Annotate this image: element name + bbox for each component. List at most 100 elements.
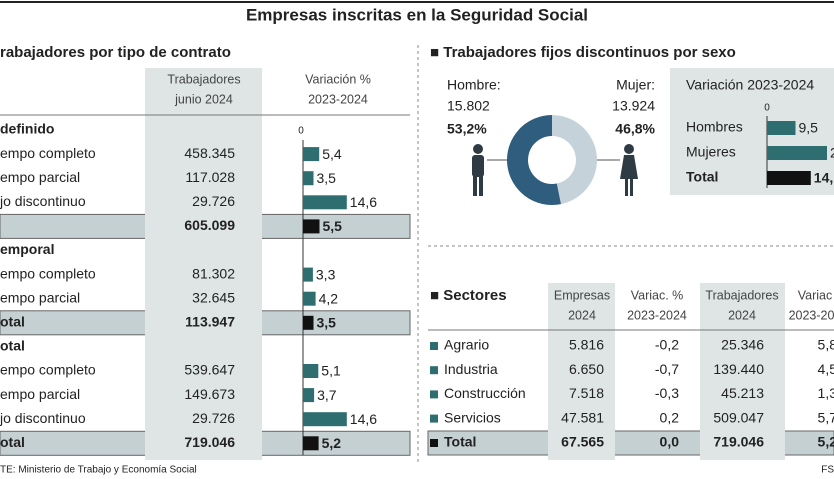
- cell: 5,7: [818, 409, 834, 425]
- cell: 719.046: [713, 434, 764, 450]
- sex-label: Mujer:: [616, 77, 655, 93]
- cell: 81.302: [192, 265, 235, 281]
- group-label: otal: [0, 338, 25, 354]
- cell: 458.345: [184, 145, 235, 161]
- cell: 29.726: [192, 410, 235, 426]
- row-label: Total: [686, 169, 718, 185]
- row-label: empo completo: [0, 362, 96, 378]
- bar-label: 5,5: [323, 218, 343, 234]
- bar: [303, 388, 315, 403]
- cell: 25.346: [721, 337, 764, 353]
- cell: -0,2: [655, 337, 679, 353]
- cell: 1,3: [818, 385, 834, 401]
- sex-share: 46,8%: [615, 121, 655, 137]
- row-label: Total: [444, 434, 476, 450]
- bar: [767, 146, 827, 160]
- row-label: Mujeres: [686, 144, 736, 160]
- title: Empresas inscritas en la Seguridad Socia…: [246, 5, 588, 24]
- bullet: [430, 366, 438, 375]
- axis-tick-label: 0: [764, 103, 770, 114]
- column-header: Empresas: [554, 288, 610, 302]
- bullet: [430, 414, 438, 423]
- row-label: otal: [0, 434, 25, 450]
- column-header: 2024: [568, 308, 596, 322]
- column-band: [700, 283, 785, 460]
- column-header: Trabajadores: [167, 72, 240, 86]
- cell: 117.028: [185, 169, 235, 185]
- bar-label: 5,1: [321, 363, 341, 379]
- row-label: Servicios: [444, 409, 501, 425]
- group-label: emporal: [0, 241, 54, 257]
- bullet: [430, 342, 438, 350]
- axis-tick-label: 0: [298, 126, 304, 137]
- bar-label: 3,7: [317, 387, 337, 403]
- cell: -0,7: [655, 361, 679, 377]
- column-header: 2023-2024: [627, 308, 687, 322]
- sex-count: 15.802: [447, 98, 490, 114]
- donut-slice: [552, 115, 597, 205]
- row-label: Construcción: [444, 385, 526, 401]
- column-header: 2024: [728, 308, 756, 322]
- cell: 539.647: [184, 362, 235, 378]
- cell: 7.518: [569, 385, 604, 401]
- column-header: junio 2024: [174, 92, 233, 106]
- group-label: definido: [0, 121, 54, 137]
- cell: 45.213: [721, 385, 764, 401]
- bar: [303, 364, 319, 378]
- cell: 149.673: [184, 386, 235, 402]
- cell: 32.645: [192, 289, 235, 305]
- donut-slice: [507, 115, 561, 205]
- row-label: Agrario: [444, 337, 489, 353]
- bar: [303, 171, 314, 186]
- cell: 5,8: [818, 337, 834, 353]
- row-label: Industria: [444, 361, 498, 377]
- cell: -0,3: [655, 385, 679, 401]
- bullet: [430, 439, 438, 447]
- cell: 0,2: [660, 409, 680, 425]
- column-header: Trabajadores: [705, 288, 778, 302]
- bar-label: 3,5: [317, 315, 337, 331]
- cell: 113.947: [185, 314, 235, 330]
- bullet: [430, 390, 438, 399]
- heading: ■ Trabajadores fijos discontinuos por se…: [430, 44, 736, 61]
- man-icon: [472, 144, 484, 196]
- cell: 5,2: [818, 434, 834, 450]
- bar: [303, 436, 319, 451]
- bar: [767, 121, 796, 135]
- bar-label: 4,2: [319, 290, 339, 306]
- bar: [303, 195, 347, 210]
- cell: 67.565: [561, 434, 604, 450]
- cell: 47.581: [561, 409, 604, 425]
- cell: 139.440: [713, 361, 764, 377]
- cell: 509.047: [713, 409, 764, 425]
- bar: [303, 267, 313, 282]
- bar-label: 9,5: [799, 120, 819, 136]
- woman-icon: [620, 144, 638, 196]
- bar-label: 3,3: [316, 266, 336, 282]
- sex-share: 53,2%: [447, 121, 487, 137]
- bar-label: 14,6: [350, 194, 377, 210]
- column-header: 2023-2024: [308, 92, 368, 106]
- bar-label: 14,: [814, 170, 833, 186]
- row-label: empo parcial: [0, 289, 80, 305]
- cell: 0,0: [660, 434, 680, 450]
- cell: 605.099: [184, 217, 235, 233]
- bar-label: 5,2: [322, 435, 342, 451]
- bar-label: 14,6: [350, 411, 377, 427]
- bar: [767, 171, 811, 185]
- bar: [303, 219, 320, 234]
- cell: 4,5: [818, 361, 834, 377]
- credit: FS: [821, 465, 834, 476]
- row-label: empo completo: [0, 265, 96, 281]
- row-label: jo discontinuo: [0, 193, 86, 209]
- source: TE: Ministerio de Trabajo y Economía Soc…: [0, 465, 197, 476]
- cell: 29.726: [192, 193, 235, 209]
- row-label: jo discontinuo: [0, 410, 86, 426]
- row-label: empo parcial: [0, 169, 80, 185]
- cell: 5.816: [569, 337, 604, 353]
- bar: [303, 147, 320, 162]
- column-header: Variación %: [305, 72, 371, 86]
- bar: [303, 412, 347, 427]
- variation-title: Variación 2023-2024: [686, 77, 814, 93]
